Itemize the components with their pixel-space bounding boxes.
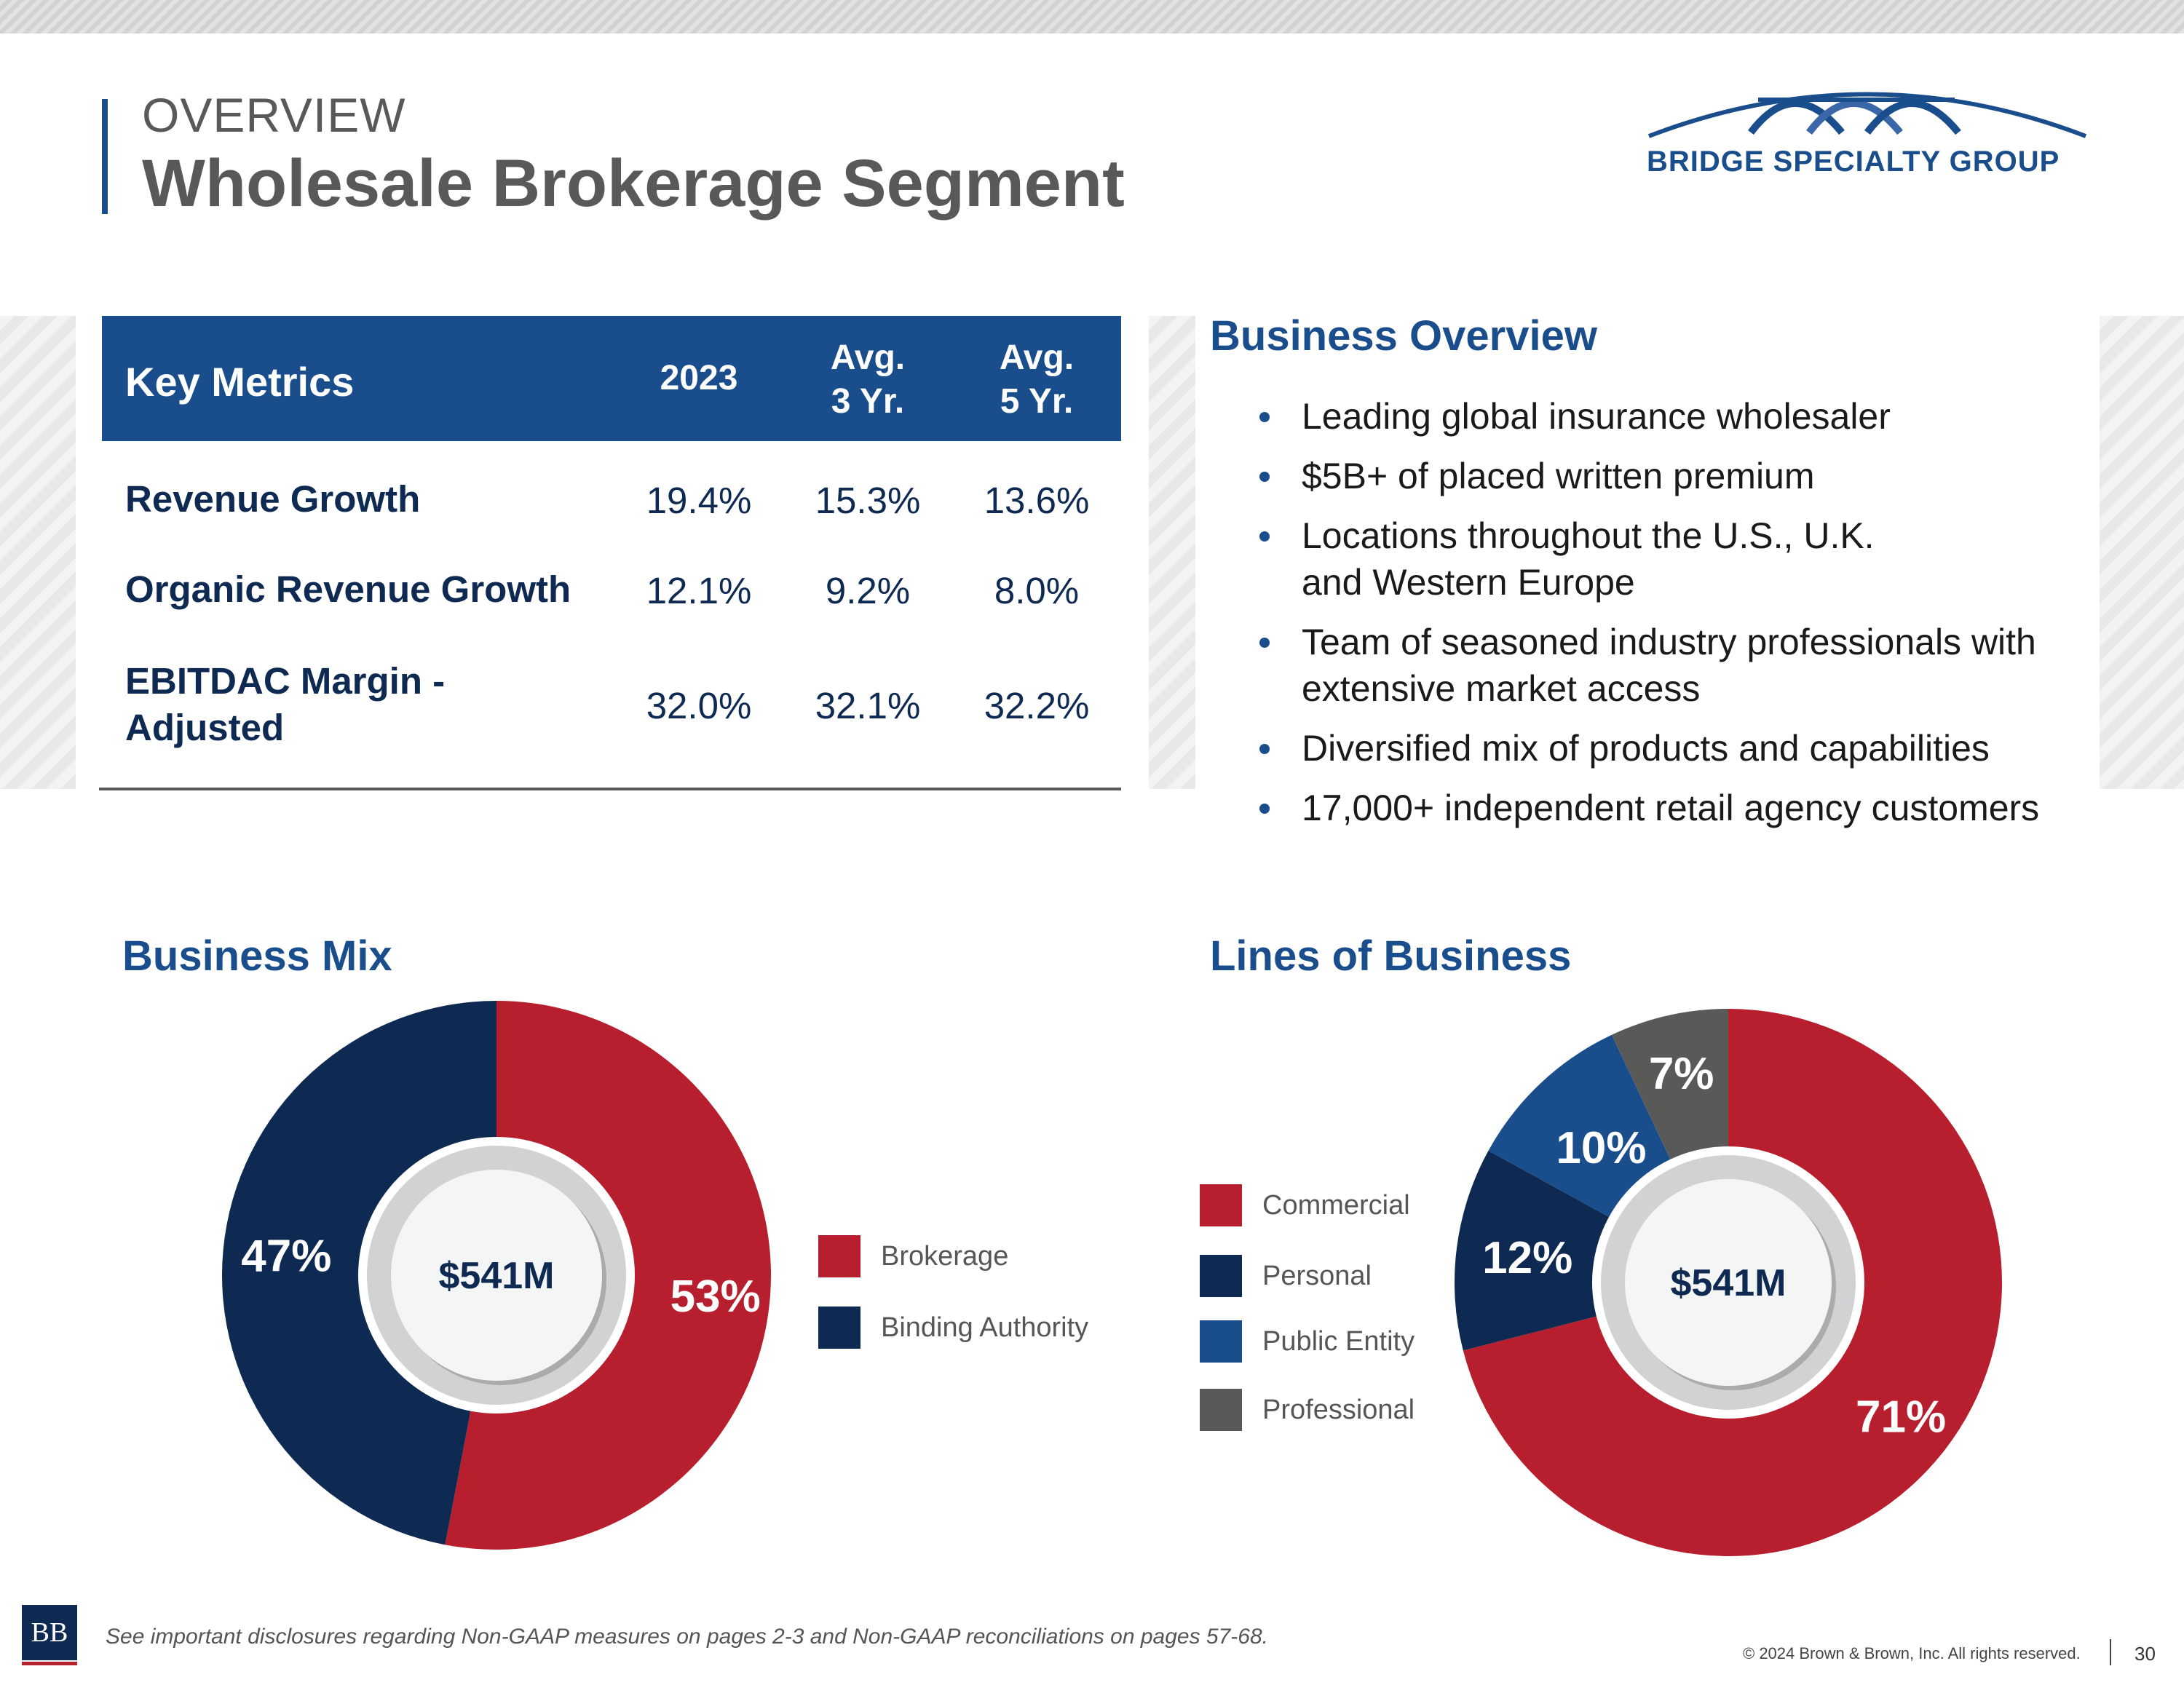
page-title: Wholesale Brokerage Segment <box>142 146 1125 221</box>
bullet-icon <box>1259 412 1270 422</box>
key-metrics-header: Key Metrics 2023 Avg. 3 Yr. Avg. 5 Yr. <box>102 316 1121 441</box>
list-item-text: 17,000+ independent retail agency custom… <box>1302 788 2040 828</box>
list-item: $5B+ of placed written premium <box>1259 453 2133 499</box>
title-accent-bar <box>102 99 108 214</box>
cell-value: 32.2% <box>984 685 1090 726</box>
column-header-avg-5yr: Avg. 5 Yr. <box>999 338 1075 421</box>
right-decor-panel <box>2100 316 2184 789</box>
center-total: $541M <box>439 1255 555 1297</box>
column-header-2023: 2023 <box>660 359 738 397</box>
legend-label: Binding Authority <box>881 1312 1089 1343</box>
slice-label: 71% <box>1856 1392 1946 1443</box>
business-overview-list: Leading global insurance wholesaler $5B+… <box>1259 393 2133 844</box>
legend-swatch <box>818 1235 860 1277</box>
logo-underline <box>22 1662 77 1665</box>
logo-wordmark: BRIDGE SPECIALTY GROUP <box>1647 146 2060 178</box>
slice-label: 7% <box>1649 1049 1714 1099</box>
list-item-text: Diversified mix of products and capabili… <box>1302 728 1990 769</box>
left-decor-panel <box>0 316 76 789</box>
cell-value: 12.1% <box>646 570 752 611</box>
row-label: Revenue Growth <box>125 478 421 520</box>
legend-label: Brokerage <box>881 1241 1009 1272</box>
list-item-text: $5B+ of placed written premium <box>1302 456 1815 496</box>
business-overview-heading: Business Overview <box>1210 312 1597 360</box>
legend-swatch <box>1200 1320 1242 1363</box>
list-item: Leading global insurance wholesaler <box>1259 393 2133 440</box>
disclosure-note: See important disclosures regarding Non-… <box>106 1625 1268 1649</box>
list-item-text: Team of seasoned industry professionals … <box>1302 622 2036 709</box>
bullet-icon <box>1259 744 1270 754</box>
legend-swatch <box>1200 1184 1242 1226</box>
business-mix-heading: Business Mix <box>122 932 392 980</box>
bullet-icon <box>1259 638 1270 648</box>
legend-label: Public Entity <box>1262 1326 1415 1357</box>
lines-of-business-heading: Lines of Business <box>1210 932 1572 980</box>
legend-swatch <box>1200 1255 1242 1297</box>
cell-value: 8.0% <box>994 570 1080 611</box>
cell-value: 15.3% <box>815 480 921 521</box>
cell-value: 32.1% <box>815 685 921 726</box>
footer-divider <box>2110 1639 2111 1665</box>
legend-label: Professional <box>1262 1395 1415 1425</box>
cell-value: 19.4% <box>646 480 752 521</box>
top-hatch-bar <box>0 0 2184 33</box>
slice-label: 12% <box>1482 1233 1572 1283</box>
brown-brown-logo-icon: BB <box>22 1605 77 1660</box>
slice-label: 10% <box>1556 1123 1646 1173</box>
bullet-icon <box>1259 804 1270 814</box>
slice-label: 53% <box>670 1272 761 1322</box>
list-item-text: Locations throughout the U.S., U.K. and … <box>1302 515 1875 603</box>
slice-label: 47% <box>241 1231 331 1281</box>
cell-value: 13.6% <box>984 480 1090 521</box>
table-bottom-rule <box>99 788 1121 790</box>
center-total: $541M <box>1671 1262 1787 1304</box>
bridge-logo-icon <box>1647 92 2087 138</box>
slice-personal <box>1454 1150 1728 1351</box>
legend-label: Commercial <box>1262 1190 1410 1221</box>
legend-swatch <box>1200 1389 1242 1431</box>
key-metrics-table: Key Metrics 2023 Avg. 3 Yr. Avg. 5 Yr. R… <box>102 316 1121 748</box>
row-label: Organic Revenue Growth <box>125 568 571 610</box>
key-metrics-title: Key Metrics <box>125 359 355 405</box>
copyright: © 2024 Brown & Brown, Inc. All rights re… <box>1743 1644 2081 1662</box>
legend-label: Personal <box>1262 1261 1372 1291</box>
bullet-icon <box>1259 472 1270 482</box>
list-item: Team of seasoned industry professionals … <box>1259 619 2133 712</box>
center-disc <box>1625 1179 1832 1386</box>
row-label: EBITDAC Margin - Adjusted <box>125 660 446 748</box>
column-header-avg-3yr: Avg. 3 Yr. <box>830 338 906 421</box>
center-disc <box>391 1170 602 1381</box>
bullet-icon <box>1259 531 1270 542</box>
list-item: 17,000+ independent retail agency custom… <box>1259 785 2133 831</box>
cell-value: 9.2% <box>825 570 911 611</box>
cell-value: 32.0% <box>646 685 752 726</box>
list-item: Diversified mix of products and capabili… <box>1259 725 2133 772</box>
page-number: 30 <box>2134 1643 2156 1665</box>
middle-decor-panel <box>1149 316 1195 789</box>
list-item: Locations throughout the U.S., U.K. and … <box>1259 512 2133 606</box>
legend-swatch <box>818 1307 860 1349</box>
section-eyebrow: OVERVIEW <box>142 88 406 142</box>
list-item-text: Leading global insurance wholesaler <box>1302 396 1891 437</box>
